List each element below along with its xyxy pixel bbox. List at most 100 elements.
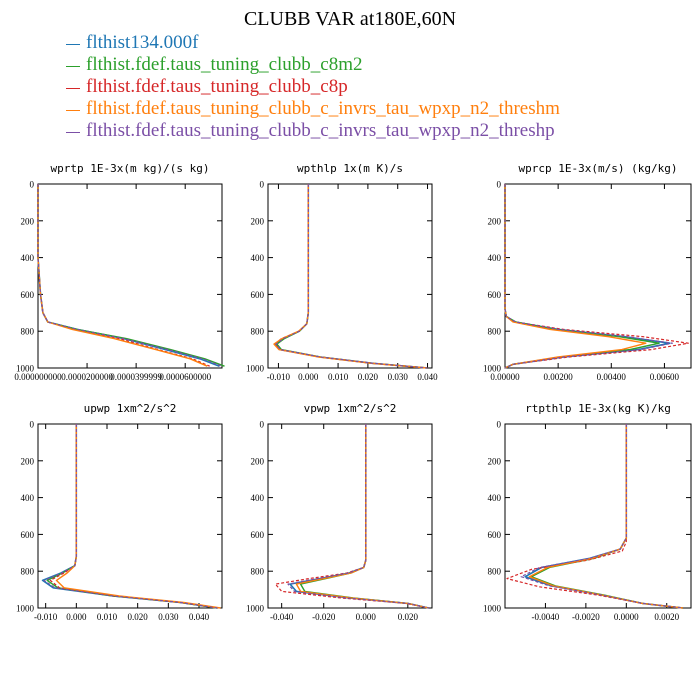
y-tick-label: 200 — [251, 456, 265, 466]
series-line — [55, 424, 221, 609]
series-line — [37, 184, 223, 367]
chart-panel: wprcp 1E-3x(m/s) (kg/kg) 0 200 400 600 800 100… — [483, 162, 692, 382]
plot-frame — [267, 423, 433, 609]
series-line — [275, 184, 428, 369]
x-tick-label: 0.030 — [158, 612, 179, 622]
legend-item: flthist.fdef.taus_tuning_clubb_c_invrs_t… — [66, 98, 560, 120]
x-tick-label: 0.0000 — [614, 612, 639, 622]
plot-frame — [504, 183, 692, 369]
legend-label: flthist.fdef.taus_tuning_clubb_c8p — [86, 76, 348, 97]
x-tick-label: 0.000 — [356, 612, 377, 622]
legend-item: flthist.fdef.taus_tuning_clubb_c8m2 — [66, 54, 560, 76]
y-tick-label: 0 — [497, 420, 502, 430]
chart-panel: vpwp 1xm^2/s^2 0 200 400 600 800 1000 -0.040 -0.… — [246, 402, 433, 622]
x-tick-label: 0.040 — [417, 372, 438, 382]
x-tick-label: -0.010 — [34, 612, 58, 622]
legend-item: flthist.fdef.taus_tuning_clubb_c8p — [66, 76, 560, 98]
series-line — [276, 184, 428, 369]
legend: flthist134.000f flthist.fdef.taus_tuning… — [66, 32, 560, 142]
x-tick-label: -0.0020 — [572, 612, 600, 622]
y-tick-label: 400 — [21, 493, 35, 503]
legend-swatch — [66, 87, 80, 89]
series-line — [504, 184, 660, 369]
legend-item: flthist.fdef.taus_tuning_clubb_c_invrs_t… — [66, 120, 560, 142]
y-tick-label: 600 — [488, 530, 502, 540]
y-tick-label: 0 — [30, 180, 35, 190]
chart-panel: wpthlp 1x(m K)/s 0 200 400 600 800 1000-0.010 0… — [246, 162, 438, 382]
chart-panel: rtpthlp 1E-3x(kg K)/kg 0 200 400 600 800 1000 -… — [483, 402, 692, 622]
series-line — [274, 424, 429, 609]
chart-panel: upwp 1xm^2/s^2 0 200 400 600 800 1000-0.010 0.0… — [16, 402, 223, 622]
legend-swatch — [66, 43, 80, 45]
legend-swatch — [66, 65, 80, 67]
x-tick-label: 0.00000 — [490, 372, 520, 382]
legend-label: flthist.fdef.taus_tuning_clubb_c8m2 — [86, 54, 363, 75]
panel-title: upwp 1xm^2/s^2 — [84, 402, 177, 415]
x-tick-label: 0.010 — [328, 372, 349, 382]
series-line — [46, 424, 218, 609]
y-tick-label: 0 — [260, 420, 265, 430]
y-tick-label: 400 — [488, 253, 502, 263]
panel-title: wprcp 1E-3x(m/s) (kg/kg) — [519, 162, 678, 175]
x-tick-label: 0.00600 — [650, 372, 680, 382]
x-tick-label: 0.020 — [358, 372, 379, 382]
legend-label: flthist.fdef.taus_tuning_clubb_c_invrs_t… — [86, 120, 555, 141]
y-tick-label: 400 — [251, 493, 265, 503]
y-tick-label: 800 — [251, 567, 265, 577]
series-line — [524, 424, 683, 609]
x-tick-label: 0.0000200000 — [61, 372, 113, 382]
y-tick-label: 200 — [21, 456, 35, 466]
y-tick-label: 800 — [488, 567, 502, 577]
plot-frame — [37, 183, 223, 369]
y-tick-label: 200 — [488, 216, 502, 226]
series-line — [49, 424, 218, 609]
y-tick-label: 200 — [251, 216, 265, 226]
legend-label: flthist134.000f — [86, 32, 199, 53]
series-line — [273, 184, 428, 369]
y-tick-label: 800 — [21, 567, 35, 577]
series-line — [299, 424, 429, 609]
x-tick-label: 0.000 — [66, 612, 87, 622]
legend-label: flthist.fdef.taus_tuning_clubb_c_invrs_t… — [86, 98, 560, 119]
x-tick-label: 0.0000600000 — [159, 372, 211, 382]
y-tick-label: 1000 — [16, 604, 35, 614]
y-tick-label: 800 — [21, 327, 35, 337]
x-tick-label: -0.0040 — [532, 612, 560, 622]
x-tick-label: -0.010 — [267, 372, 291, 382]
legend-item: flthist134.000f — [66, 32, 560, 54]
panel-title: rtpthlp 1E-3x(kg K)/kg — [525, 402, 671, 415]
x-tick-label: 0.020 — [398, 612, 419, 622]
series-line — [504, 184, 689, 369]
y-tick-label: 0 — [497, 180, 502, 190]
x-tick-label: 0.010 — [97, 612, 118, 622]
x-tick-label: 0.0020 — [654, 612, 679, 622]
series-line — [528, 424, 683, 609]
y-tick-label: 1000 — [483, 604, 502, 614]
panel-title: wprtp 1E-3x(m kg)/(s kg) — [51, 162, 210, 175]
y-tick-label: 1000 — [483, 364, 502, 374]
plot-frame — [504, 423, 692, 609]
y-tick-label: 1000 — [246, 604, 265, 614]
series-line — [504, 184, 674, 369]
series-line — [274, 184, 428, 369]
x-tick-label: -0.040 — [270, 612, 294, 622]
series-line — [287, 424, 429, 609]
y-tick-label: 600 — [251, 530, 265, 540]
x-tick-label: 0.00400 — [597, 372, 627, 382]
figure-title: CLUBB VAR at180E,60N — [243, 8, 457, 30]
x-tick-label: 0.000 — [298, 372, 319, 382]
x-tick-label: -0.020 — [312, 612, 336, 622]
x-tick-label: 0.0000399999 — [110, 372, 162, 382]
y-tick-label: 0 — [30, 420, 35, 430]
panel-title: wpthlp 1x(m K)/s — [297, 162, 403, 175]
y-tick-label: 600 — [488, 290, 502, 300]
chart-panel: wprtp 1E-3x(m kg)/(s kg) 0 200 400 600 800 100… — [14, 162, 225, 382]
y-tick-label: 800 — [488, 327, 502, 337]
legend-swatch — [66, 131, 80, 133]
y-tick-label: 800 — [251, 327, 265, 337]
x-tick-label: 0.040 — [189, 612, 210, 622]
y-tick-label: 1000 — [16, 364, 35, 374]
x-tick-label: 0.020 — [128, 612, 149, 622]
x-tick-label: 0.000000000 — [14, 372, 62, 382]
x-tick-label: 0.030 — [388, 372, 409, 382]
